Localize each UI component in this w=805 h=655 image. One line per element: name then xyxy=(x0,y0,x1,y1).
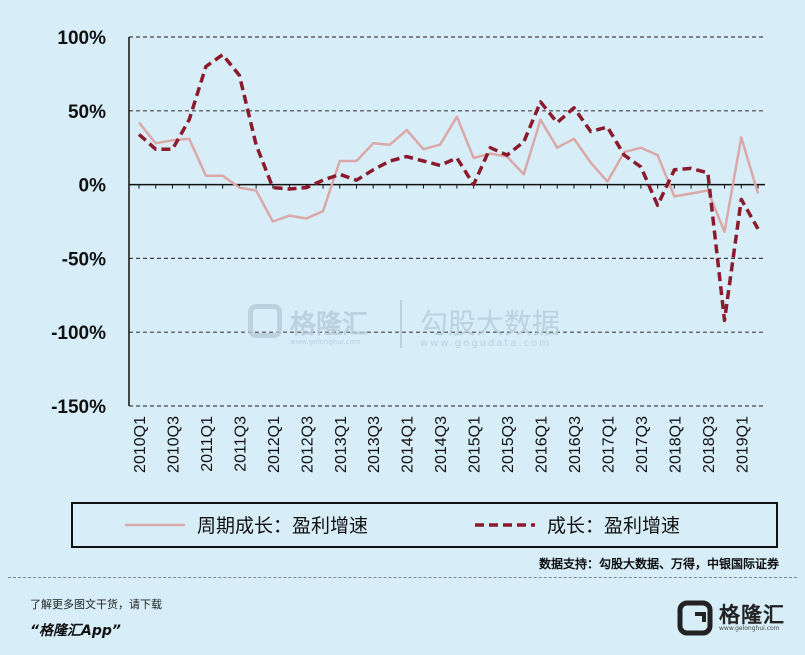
y-axis-ticks: 100% 50% 0% -50% -100% -150% xyxy=(51,28,106,418)
series-line xyxy=(137,52,760,323)
y-tick-label: 0% xyxy=(79,176,107,197)
legend-label: 成长：盈利增速 xyxy=(547,515,680,537)
watermark-partner: 勾股大数据 xyxy=(420,307,561,340)
y-tick-label: -50% xyxy=(62,249,106,270)
watermark-divider xyxy=(400,300,402,348)
series-lines xyxy=(137,52,760,323)
x-tick-label: 2014Q1 xyxy=(400,416,417,473)
watermark-brand-url: www.gelonghui.com xyxy=(290,338,361,346)
x-tick-label: 2010Q1 xyxy=(132,416,149,473)
y-tick-label: -100% xyxy=(51,323,106,344)
x-tick-label: 2011Q1 xyxy=(199,416,216,472)
watermark-partner-url: www.gogudata.com xyxy=(420,338,552,349)
x-tick-label: 2013Q1 xyxy=(333,416,350,473)
watermark-logo-icon xyxy=(248,304,282,338)
app-name: “格隆汇App” xyxy=(30,623,121,639)
watermark: 格隆汇 www.gelonghui.com 勾股大数据 www.gogudata… xyxy=(248,300,578,355)
line-chart: 100% 50% 0% -50% -100% -150% 2010Q1 2010Q3 2011… xyxy=(51,28,778,548)
logo-text: 格隆汇 xyxy=(719,603,785,627)
x-tick-label: 2015Q1 xyxy=(467,416,484,473)
x-tick-label: 2016Q3 xyxy=(567,416,584,473)
y-tick-label: 50% xyxy=(68,102,106,123)
legend: 周期成长：盈利增速 成长：盈利增速 xyxy=(71,502,778,548)
x-tick-label: 2017Q1 xyxy=(600,416,617,473)
x-tick-label: 2017Q3 xyxy=(634,416,651,473)
x-tick-label: 2019Q1 xyxy=(734,416,751,473)
x-tick-label: 2011Q3 xyxy=(232,416,249,472)
x-tick-label: 2012Q1 xyxy=(266,416,283,473)
x-tick-label: 2013Q3 xyxy=(366,416,383,473)
x-tick-label: 2015Q3 xyxy=(500,416,517,473)
x-tick-label: 2016Q1 xyxy=(534,416,551,473)
legend-label: 周期成长：盈利增速 xyxy=(197,515,368,537)
y-tick-label: -150% xyxy=(51,397,106,418)
promo-line: 了解更多图文干货，请下载 xyxy=(30,598,162,611)
series-line xyxy=(138,115,760,234)
y-tick-label: 100% xyxy=(57,28,106,49)
logo-icon xyxy=(677,600,713,636)
legend-box xyxy=(71,502,778,548)
x-tick-label: 2014Q3 xyxy=(433,416,450,473)
x-tick-label: 2012Q3 xyxy=(299,416,316,473)
x-axis-ticks: 2010Q1 2010Q3 2011Q1 2011Q3 2012Q1 2012Q3 2013… xyxy=(132,184,759,473)
source-note: 数据支持：勾股大数据、万得，中银国际证券 xyxy=(538,557,779,571)
footer-logo: 格隆汇 www.gelonghui.com xyxy=(677,597,787,639)
footer-divider xyxy=(8,577,797,578)
x-tick-label: 2018Q1 xyxy=(667,416,684,473)
x-tick-label: 2018Q3 xyxy=(701,416,718,473)
watermark-brand: 格隆汇 xyxy=(290,310,369,340)
logo-url: www.gelonghui.com xyxy=(719,625,780,632)
x-tick-label: 2010Q3 xyxy=(165,416,182,473)
